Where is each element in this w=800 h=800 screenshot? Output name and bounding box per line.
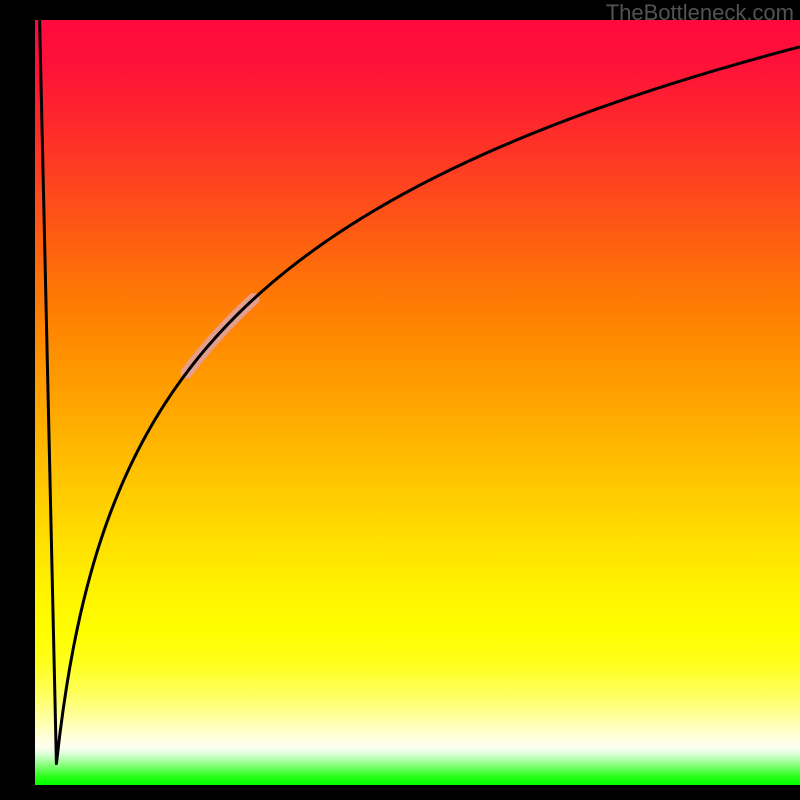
chart-stage: TheBottleneck.com [0, 0, 800, 800]
bottleneck-curve [40, 20, 800, 764]
plot-area [35, 20, 800, 785]
curve-layer [35, 20, 800, 785]
watermark-text: TheBottleneck.com [606, 0, 794, 26]
